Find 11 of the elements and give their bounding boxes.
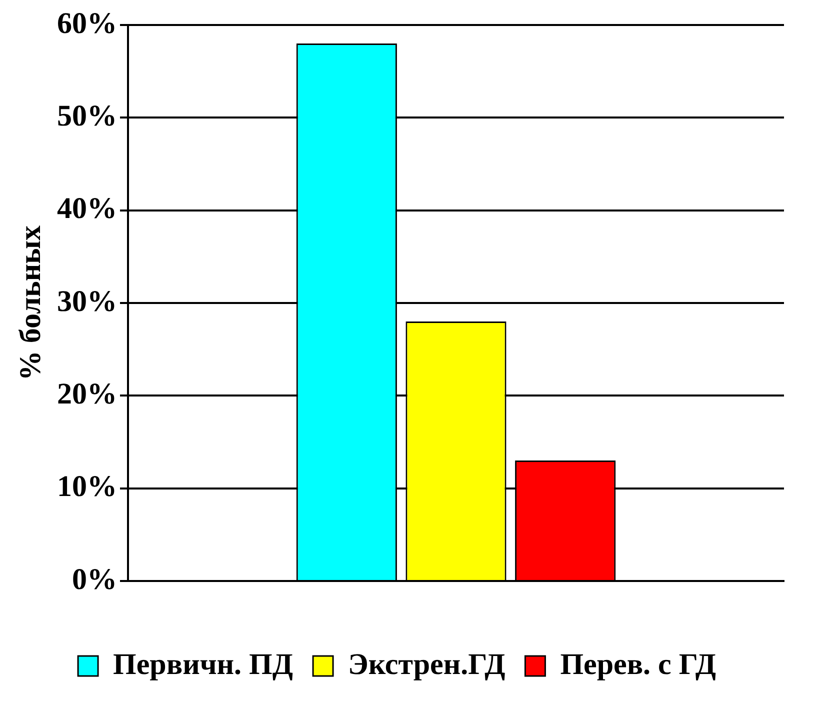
y-tick-label: 50% bbox=[57, 99, 117, 132]
legend-label: Экстрен.ГД bbox=[348, 648, 506, 681]
legend-label: Перев. с ГД bbox=[560, 648, 716, 681]
legend-label: Первичн. ПД bbox=[113, 648, 294, 681]
y-tick-label: 0% bbox=[72, 562, 117, 596]
y-axis-title: % больных bbox=[14, 225, 47, 381]
y-tick-label: 20% bbox=[57, 377, 117, 410]
y-tick-label: 40% bbox=[57, 192, 117, 226]
y-tick-label: 60% bbox=[57, 6, 117, 40]
y-tick-label: 30% bbox=[57, 284, 117, 318]
y-tick-label: 10% bbox=[57, 470, 117, 504]
